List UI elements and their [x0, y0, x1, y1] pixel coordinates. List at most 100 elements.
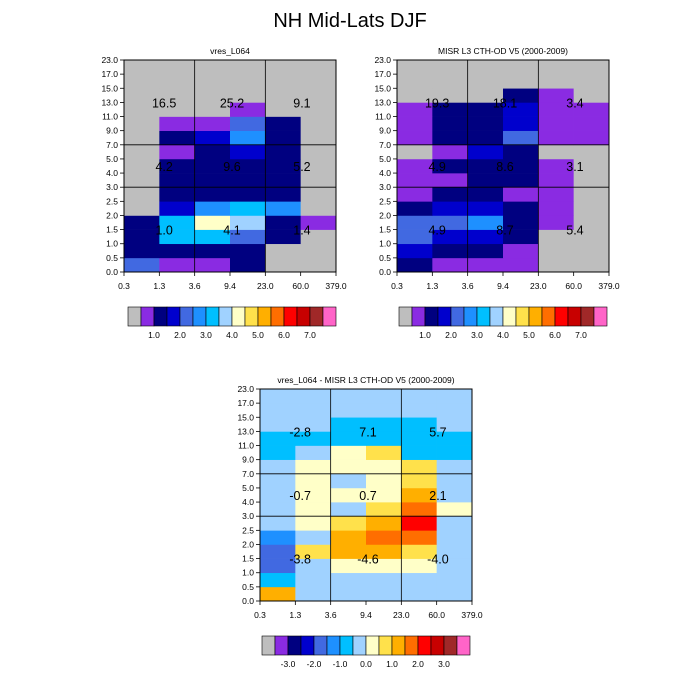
heatmap-cell: [124, 187, 160, 202]
heatmap-cell: [538, 102, 574, 117]
box-value-label: -4.0: [427, 553, 449, 567]
y-tick-label: 0.0: [242, 596, 254, 606]
heatmap-cell: [401, 544, 437, 559]
legend-swatch: [300, 635, 315, 656]
heatmap-cell: [260, 459, 296, 475]
heatmap-cell: [538, 74, 574, 89]
heatmap-cell: [300, 243, 337, 259]
heatmap-cell: [503, 201, 539, 216]
heatmap-cell: [503, 257, 539, 273]
legend-swatch: [287, 635, 302, 656]
heatmap-cell: [230, 201, 266, 216]
heatmap-cell: [295, 431, 331, 446]
heatmap-cell: [330, 403, 367, 418]
legend-label: 4.0: [226, 330, 238, 340]
heatmap-cell: [538, 60, 574, 75]
heatmap-cell: [159, 243, 195, 259]
heatmap-cell: [397, 201, 433, 216]
y-tick-label: 17.0: [237, 398, 254, 408]
legend-swatch: [443, 635, 458, 656]
heatmap-cell: [366, 459, 402, 475]
heatmap-cell: [573, 130, 610, 146]
heatmap-cell: [295, 558, 331, 574]
box-value-label: 5.2: [293, 160, 310, 174]
legend-swatch: [378, 635, 393, 656]
y-tick-label: 7.0: [379, 140, 391, 150]
heatmap-cell: [397, 102, 433, 117]
heatmap-cell: [436, 516, 473, 531]
heatmap-cell: [503, 187, 539, 202]
heatmap-cell: [124, 201, 160, 216]
box-value-label: 4.2: [155, 160, 172, 174]
legend-label: 2.0: [445, 330, 457, 340]
heatmap-cell: [159, 187, 195, 202]
heatmap-cell: [330, 586, 367, 602]
heatmap-cell: [401, 459, 437, 475]
heatmap-cell: [300, 144, 337, 160]
legend-swatch: [502, 306, 517, 327]
y-tick-label: 2.0: [242, 539, 254, 549]
heatmap-cell: [397, 187, 433, 202]
heatmap-cell: [295, 516, 331, 531]
heatmap-cell: [538, 173, 574, 188]
heatmap-cell: [401, 530, 437, 545]
heatmap-cell: [503, 229, 539, 245]
box-value-label: 4.9: [428, 160, 445, 174]
heatmap-cell: [436, 431, 473, 446]
y-tick-label: 13.0: [101, 97, 118, 107]
heatmap-cell: [330, 558, 367, 574]
heatmap-cell: [194, 243, 231, 259]
heatmap-cell: [230, 257, 266, 273]
heatmap-cell: [124, 144, 160, 160]
box-value-label: 1.4: [293, 224, 310, 238]
heatmap-cell: [467, 60, 504, 75]
heatmap-cell: [432, 201, 468, 216]
heatmap-cell: [366, 502, 402, 517]
y-tick-label: 15.0: [101, 83, 118, 93]
heatmap-cell: [436, 572, 473, 588]
heatmap-cell: [295, 502, 331, 517]
heatmap-cell: [467, 116, 504, 131]
box-value-label: 5.4: [566, 224, 583, 238]
y-tick-label: 9.0: [242, 455, 254, 465]
heatmap-cell: [432, 243, 468, 259]
heatmap-cell: [397, 116, 433, 131]
heatmap-cell: [366, 530, 402, 545]
heatmap-cell: [194, 173, 231, 188]
heatmap-cell: [366, 473, 402, 489]
heatmap-cell: [467, 243, 504, 259]
box-value-label: 16.5: [152, 96, 176, 110]
legend-swatch: [179, 306, 194, 327]
y-tick-label: 15.0: [237, 412, 254, 422]
heatmap-cell: [397, 158, 433, 174]
y-tick-label: 1.0: [106, 239, 118, 249]
heatmap-cell: [436, 445, 473, 460]
heatmap-cell: [401, 403, 437, 418]
legend-swatch: [430, 635, 445, 656]
heatmap-cell: [194, 102, 231, 117]
heatmap-cell: [432, 88, 468, 103]
heatmap-cell: [573, 144, 610, 160]
x-tick-label: 9.4: [497, 281, 509, 291]
heatmap-cell: [397, 60, 433, 75]
heatmap-cell: [432, 144, 468, 160]
heatmap-cell: [265, 257, 301, 273]
heatmap-cell: [503, 60, 539, 75]
heatmap-cell: [467, 215, 504, 230]
heatmap-cell: [432, 215, 468, 230]
heatmap-cell: [436, 530, 473, 545]
heatmap-cell: [538, 158, 574, 174]
y-tick-label: 2.5: [106, 196, 118, 206]
heatmap-cell: [573, 158, 610, 174]
heatmap-cell: [265, 116, 301, 131]
heatmap-cell: [295, 544, 331, 559]
x-tick-label: 9.4: [360, 610, 372, 620]
heatmap-cell: [260, 487, 296, 503]
x-tick-label: 379.0: [461, 610, 483, 620]
heatmap-cell: [159, 215, 195, 230]
heatmap-cell: [397, 215, 433, 230]
heatmap-cell: [260, 417, 296, 432]
legend-label: 3.0: [471, 330, 483, 340]
heatmap-cell: [330, 516, 367, 531]
